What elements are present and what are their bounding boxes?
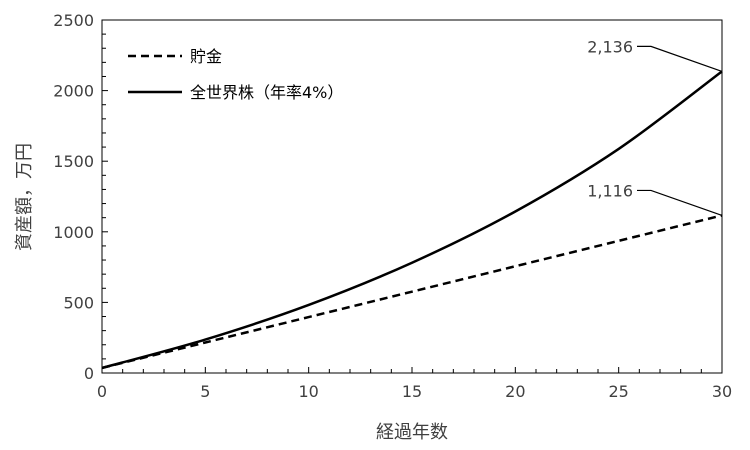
x-tick-label: 20 [505, 382, 525, 401]
x-axis-title: 経過年数 [376, 422, 448, 443]
annotation-leader [637, 45, 723, 72]
legend-label: 貯金 [190, 47, 222, 66]
y-tick-label: 0 [84, 364, 94, 383]
annotation-label: 1,116 [587, 181, 633, 200]
x-tick-label: 30 [712, 382, 732, 401]
axis-ticks [101, 19, 723, 374]
y-tick-label: 2500 [53, 11, 94, 30]
annotation-label: 2,136 [587, 37, 633, 56]
y-tick-label: 2000 [53, 82, 94, 101]
annotations: 2,136 1,116 [587, 37, 723, 216]
tick-labels: 0 5 10 15 20 25 30 0 500 1000 1500 2000 2500 [53, 11, 732, 401]
y-tick-label: 500 [63, 293, 94, 312]
legend-label: 全世界株（年率4%） [190, 83, 343, 102]
series-lines [101, 70, 723, 370]
x-tick-label: 10 [298, 382, 318, 401]
y-axis-title: 資産額，万円 [14, 143, 35, 251]
y-tick-label: 1000 [53, 223, 94, 242]
x-tick-label: 5 [200, 382, 210, 401]
x-tick-label: 25 [608, 382, 628, 401]
x-tick-label: 0 [97, 382, 107, 401]
y-tick-label: 1500 [53, 152, 94, 171]
stock-series-line [101, 70, 723, 370]
x-tick-label: 15 [402, 382, 422, 401]
savings-series-line [101, 214, 723, 370]
annotation-leader [637, 189, 723, 216]
